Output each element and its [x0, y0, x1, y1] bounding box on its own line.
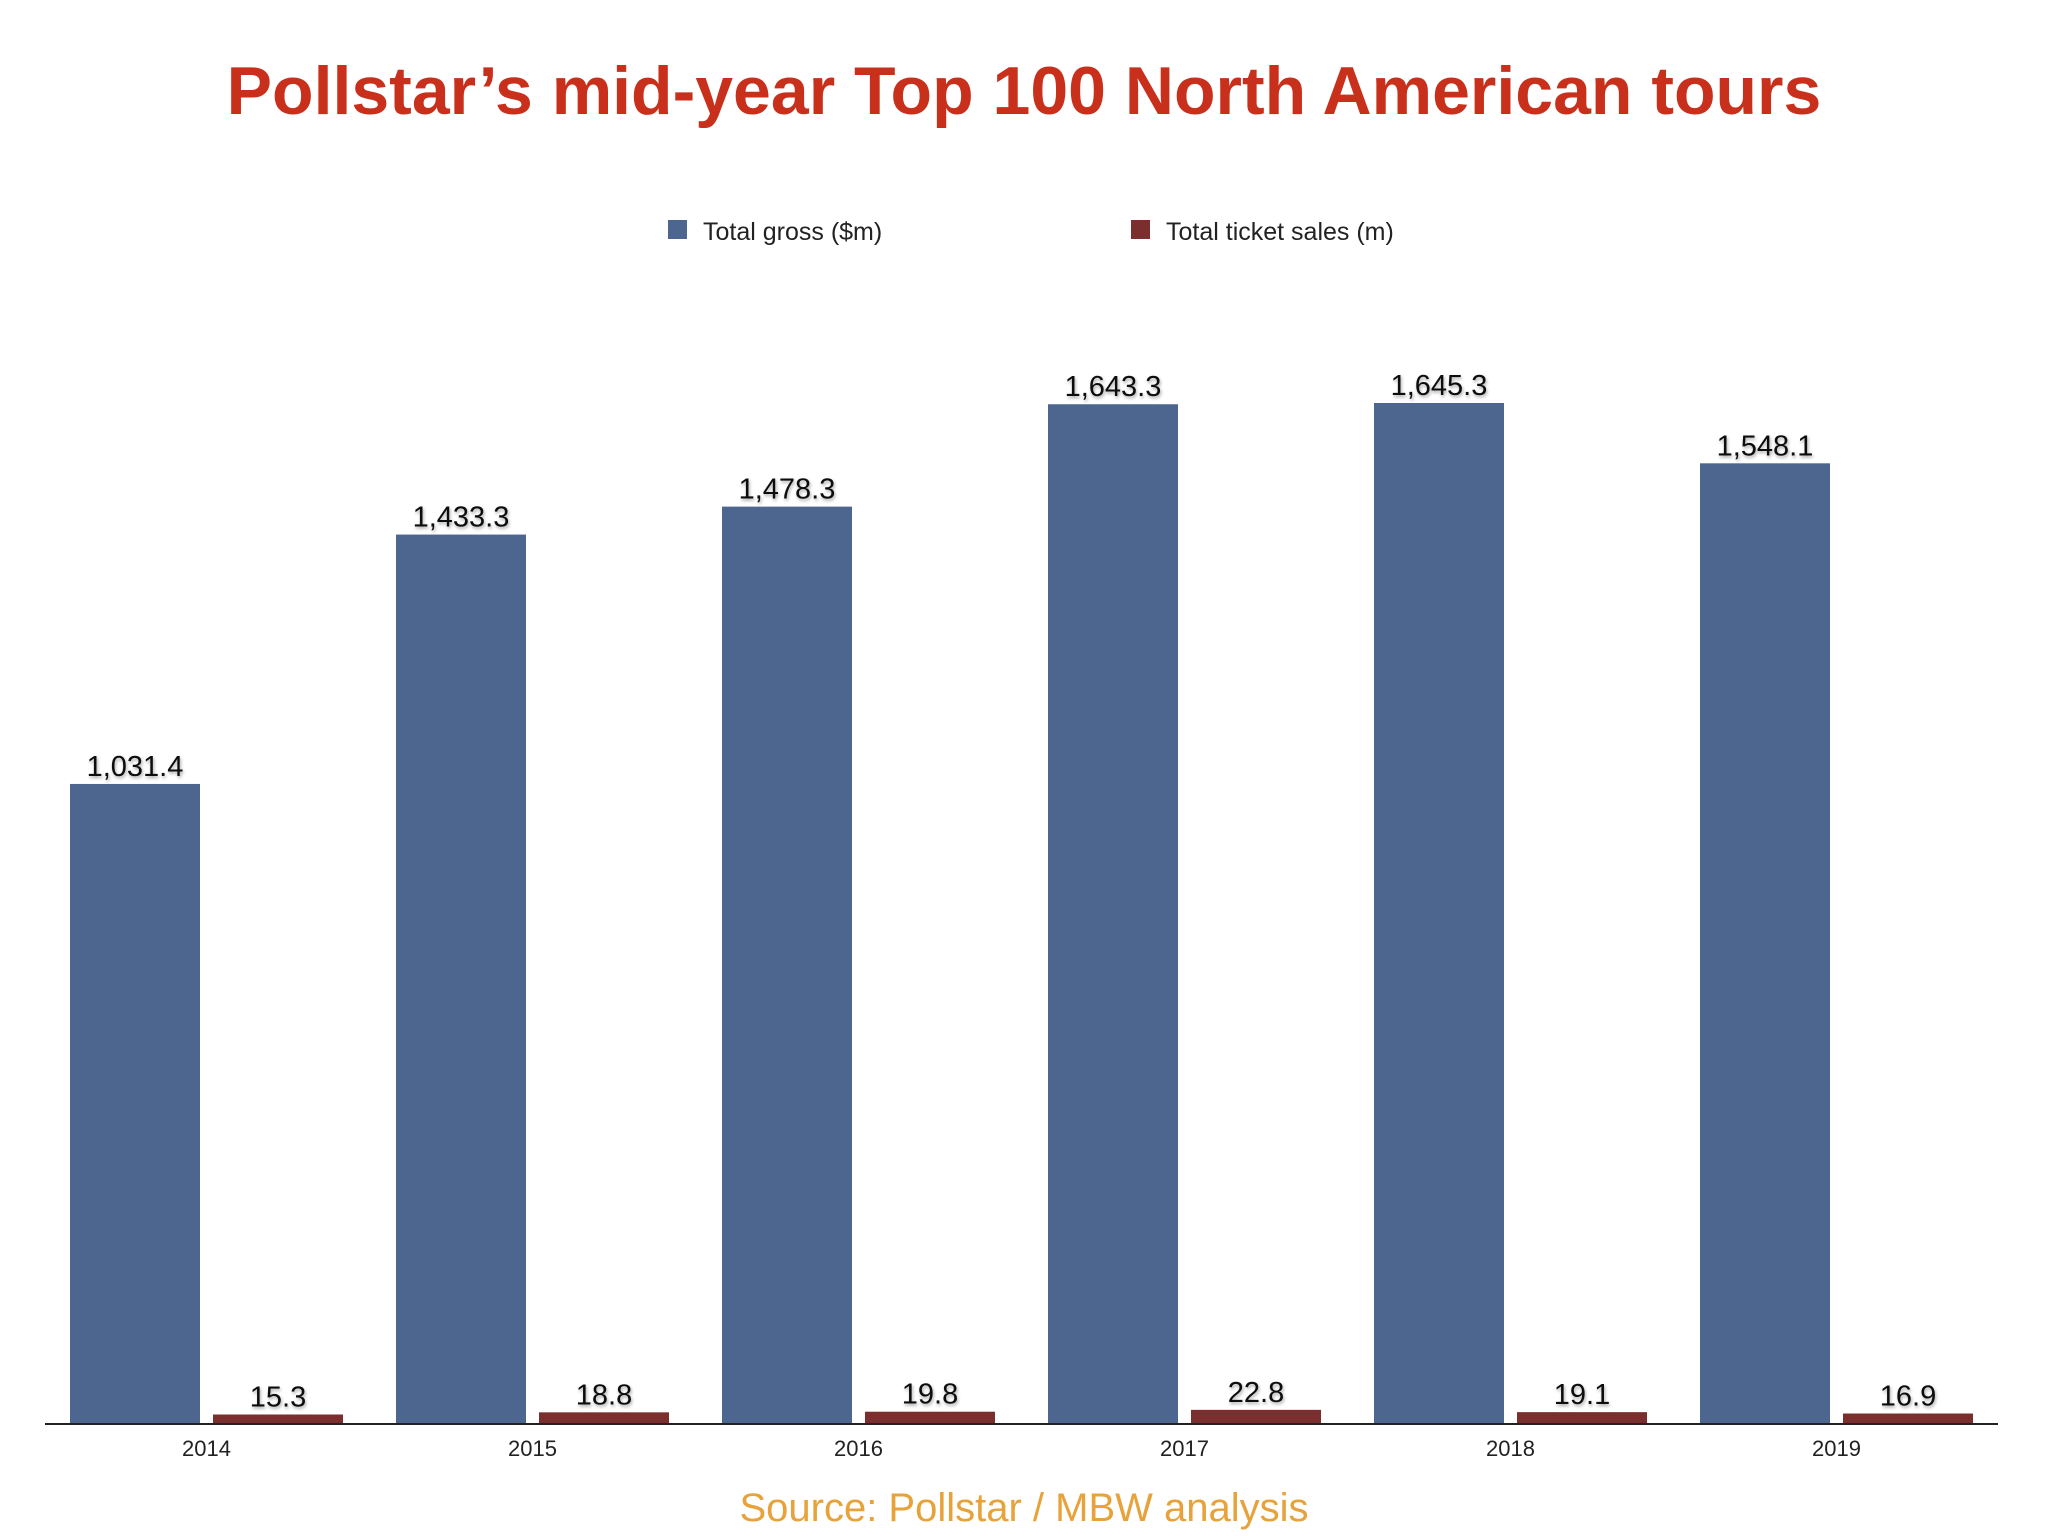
legend-label-tickets: Total ticket sales (m) [1166, 218, 1394, 246]
data-label-tickets: 15.3 [250, 1382, 306, 1414]
bar-total-gross [722, 506, 852, 1424]
bar-ticket-sales [213, 1414, 343, 1424]
bar-total-gross [396, 534, 526, 1424]
data-label-tickets: 16.9 [1880, 1381, 1936, 1413]
data-label-gross: 1,031.4 [87, 751, 184, 783]
data-label-gross: 1,645.3 [1391, 370, 1488, 402]
x-tick-label: 2014 [182, 1436, 231, 1461]
legend: Total gross ($m) Total ticket sales (m) [668, 218, 1394, 246]
legend-swatch-tickets [1131, 220, 1150, 239]
data-label-tickets: 19.8 [902, 1379, 958, 1411]
data-label-gross: 1,433.3 [413, 502, 510, 534]
bar-total-gross [1700, 463, 1830, 1424]
x-tick-label: 2015 [508, 1436, 557, 1461]
source-note: Source: Pollstar / MBW analysis [739, 1486, 1309, 1530]
bar-ticket-sales [865, 1411, 995, 1424]
x-tick-label: 2018 [1486, 1436, 1535, 1461]
data-label-gross: 1,548.1 [1717, 430, 1814, 462]
bar-ticket-sales [539, 1412, 669, 1424]
data-label-tickets: 19.1 [1554, 1379, 1610, 1411]
legend-swatch-gross [668, 220, 687, 239]
bar-ticket-sales [1517, 1412, 1647, 1424]
x-tick-label: 2019 [1812, 1436, 1861, 1461]
bar-ticket-sales [1191, 1409, 1321, 1424]
x-axis-ticks: 2014 2015 2016 2017 2018 2019 [182, 1436, 1861, 1461]
data-label-tickets: 18.8 [576, 1379, 632, 1411]
data-label-gross: 1,643.3 [1065, 371, 1162, 403]
bars: 1,031.4 15.3 1,433.3 18.8 1,478.3 19.8 1,643.3… [70, 370, 1973, 1425]
x-tick-label: 2016 [834, 1436, 883, 1461]
bar-ticket-sales [1843, 1413, 1973, 1424]
x-tick-label: 2017 [1160, 1436, 1209, 1461]
bar-total-gross [1374, 403, 1504, 1424]
bar-total-gross [70, 783, 200, 1424]
legend-label-gross: Total gross ($m) [703, 218, 882, 246]
chart-title: Pollstar’s mid-year Top 100 North Americ… [226, 53, 1822, 129]
data-label-gross: 1,478.3 [739, 474, 836, 506]
data-label-tickets: 22.8 [1228, 1377, 1284, 1409]
bar-total-gross [1048, 404, 1178, 1425]
